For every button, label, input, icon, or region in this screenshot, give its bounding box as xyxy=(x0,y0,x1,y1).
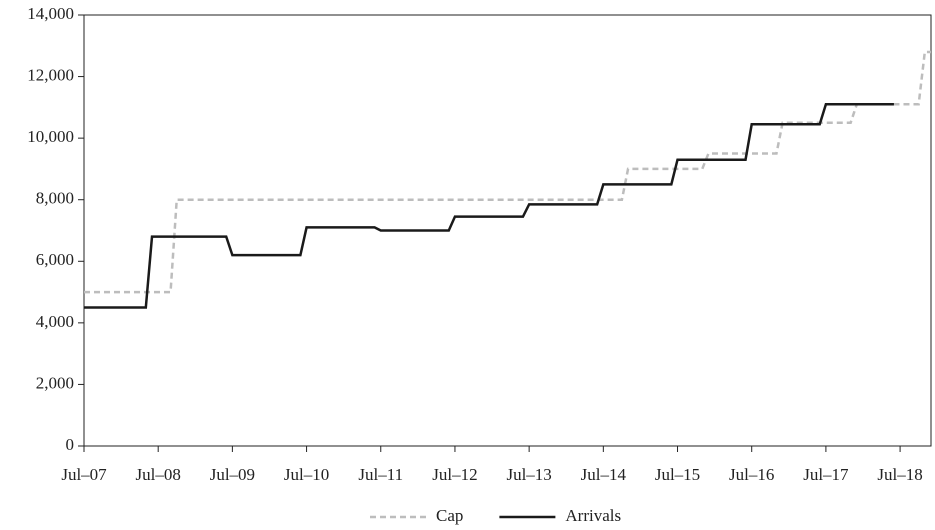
x-tick-label: Jul–15 xyxy=(655,465,700,484)
series-line xyxy=(84,50,931,294)
y-tick-label: 0 xyxy=(66,435,75,454)
y-tick-label: 10,000 xyxy=(27,127,74,146)
plot-frame xyxy=(83,14,932,447)
x-tick-label: Jul–12 xyxy=(432,465,477,484)
x-tick-label: Jul–11 xyxy=(358,465,403,484)
y-tick-label: 6,000 xyxy=(36,250,74,269)
y-tick-label: 2,000 xyxy=(36,373,74,392)
x-tick-label: Jul–18 xyxy=(877,465,922,484)
y-tick-label: 4,000 xyxy=(36,312,74,331)
y-tick-label: 14,000 xyxy=(27,4,74,23)
x-tick-label: Jul–07 xyxy=(61,465,107,484)
legend-label: Cap xyxy=(436,506,463,525)
series-line xyxy=(84,103,894,309)
x-tick-label: Jul–08 xyxy=(136,465,181,484)
x-tick-label: Jul–14 xyxy=(581,465,627,484)
y-tick-label: 12,000 xyxy=(27,65,74,84)
x-tick-label: Jul–09 xyxy=(210,465,255,484)
y-tick-label: 8,000 xyxy=(36,189,74,208)
x-tick-label: Jul–16 xyxy=(729,465,774,484)
legend-label: Arrivals xyxy=(565,506,621,525)
x-tick-label: Jul–13 xyxy=(506,465,551,484)
x-tick-label: Jul–17 xyxy=(803,465,849,484)
x-tick-label: Jul–10 xyxy=(284,465,329,484)
